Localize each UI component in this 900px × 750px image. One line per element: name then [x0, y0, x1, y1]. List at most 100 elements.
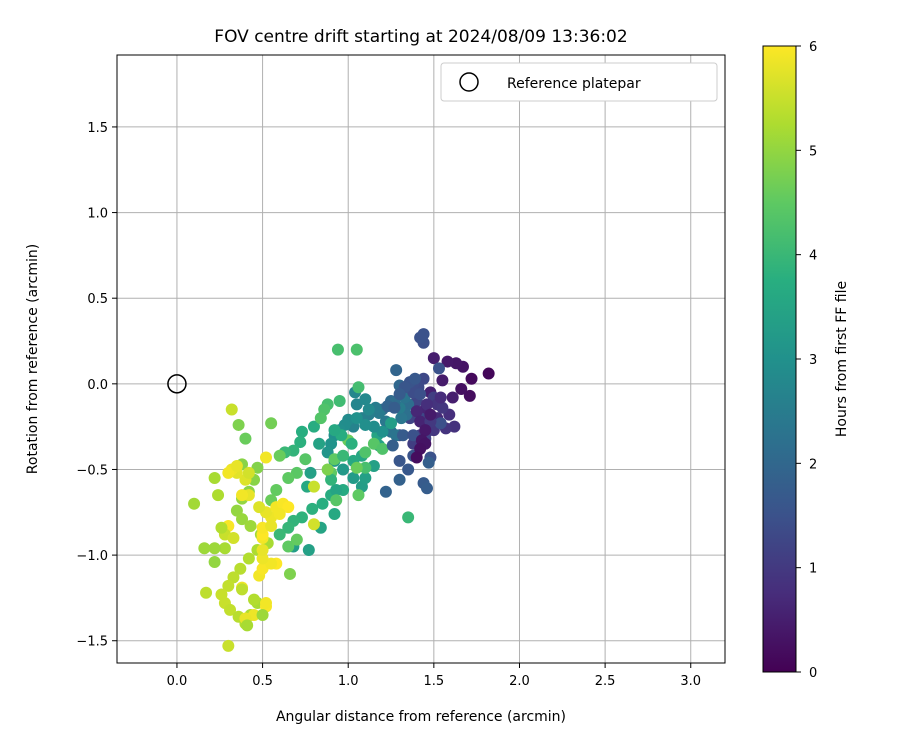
data-point [208, 542, 221, 555]
data-point [224, 603, 237, 616]
data-point [218, 542, 231, 555]
data-point [282, 540, 295, 553]
data-point [302, 543, 315, 556]
colorbar: 0 1 2 3 4 5 6 Hours from first FF file [762, 40, 850, 681]
x-tick-label: 0.0 [167, 674, 188, 689]
data-point [242, 552, 255, 565]
data-point [256, 552, 269, 565]
data-point [222, 579, 235, 592]
data-point [337, 463, 350, 476]
data-point [434, 417, 447, 430]
data-point [244, 519, 257, 532]
data-point [359, 393, 372, 406]
data-point [321, 463, 334, 476]
data-point [328, 424, 341, 437]
data-point [256, 609, 269, 622]
data-point [350, 461, 363, 474]
data-point [253, 501, 266, 514]
data-point [331, 343, 344, 356]
data-point [393, 473, 406, 486]
data-point [200, 586, 213, 599]
data-point [352, 381, 365, 394]
x-axis-ticks: 0.0 0.5 1.0 1.5 2.0 2.5 3.0 [167, 663, 701, 689]
x-tick-label: 1.0 [338, 674, 359, 689]
data-point [393, 388, 406, 401]
data-point [376, 442, 389, 455]
data-point [225, 403, 238, 416]
data-point [307, 518, 320, 531]
y-tick-label: −1.0 [76, 549, 108, 564]
data-point [359, 472, 372, 485]
data-point [234, 562, 247, 575]
legend-marker-icon [459, 72, 479, 92]
y-tick-label: 1.5 [87, 121, 108, 136]
y-axis-ticks: −1.5 −1.0 −0.5 0.0 0.5 1.0 1.5 [76, 121, 117, 650]
colorbar-tick-label: 6 [809, 40, 817, 55]
data-point [236, 513, 249, 526]
y-axis-label: Rotation from reference (arcmin) [25, 244, 41, 474]
data-point [362, 403, 375, 416]
data-point [436, 374, 449, 387]
data-point [282, 501, 295, 514]
data-point [402, 463, 415, 476]
y-tick-label: 0.0 [87, 378, 108, 393]
data-point [424, 408, 437, 421]
data-point [188, 497, 201, 510]
data-point [232, 418, 245, 431]
data-point [306, 502, 319, 515]
data-point [465, 372, 478, 385]
data-point [290, 533, 303, 546]
data-point [434, 391, 447, 404]
data-point [215, 521, 228, 534]
data-point [350, 412, 363, 425]
data-point [417, 328, 430, 341]
data-point [441, 355, 454, 368]
colorbar-tick-label: 4 [809, 249, 817, 264]
data-point [388, 401, 401, 414]
y-tick-label: 0.5 [87, 292, 108, 307]
reference-point-marker [167, 374, 187, 394]
data-point [299, 453, 312, 466]
data-point [273, 449, 286, 462]
data-point [395, 412, 408, 425]
data-point [270, 484, 283, 497]
plot-frame [116, 54, 726, 664]
data-point [260, 451, 273, 464]
colorbar-ticks: 0 1 2 3 4 5 6 [796, 40, 817, 681]
data-point [446, 391, 459, 404]
data-point [273, 528, 286, 541]
data-point [236, 583, 249, 596]
data-point [282, 472, 295, 485]
data-point [397, 429, 410, 442]
data-point [420, 482, 433, 495]
data-point [379, 485, 392, 498]
data-point [325, 473, 338, 486]
data-point [282, 521, 295, 534]
data-point [463, 389, 476, 402]
data-point [328, 507, 341, 520]
data-point [352, 489, 365, 502]
data-point [359, 461, 372, 474]
data-point [208, 555, 221, 568]
y-tick-label: 1.0 [87, 207, 108, 222]
data-point [414, 388, 427, 401]
data-point [198, 542, 211, 555]
data-point [432, 362, 445, 375]
data-point [385, 417, 398, 430]
data-point [313, 437, 326, 450]
data-point [222, 639, 235, 652]
data-point [350, 343, 363, 356]
colorbar-tick-label: 1 [809, 562, 817, 577]
data-point [427, 352, 440, 365]
colorbar-tick-label: 3 [809, 353, 817, 368]
x-tick-label: 1.5 [424, 674, 445, 689]
data-point [307, 420, 320, 433]
data-point [307, 480, 320, 493]
x-tick-label: 3.0 [680, 674, 701, 689]
x-tick-label: 0.5 [252, 674, 273, 689]
y-tick-label: −1.5 [76, 635, 108, 650]
data-point [330, 484, 343, 497]
data-point [455, 382, 468, 395]
data-point [222, 466, 235, 479]
data-point [304, 466, 317, 479]
